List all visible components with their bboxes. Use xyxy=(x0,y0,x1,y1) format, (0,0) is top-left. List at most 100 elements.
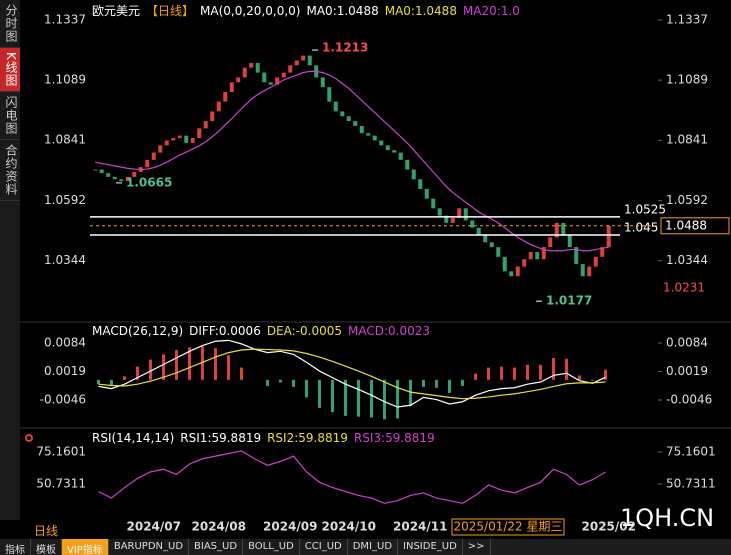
candle xyxy=(574,247,579,265)
sidebar-tab[interactable]: 闪电图 xyxy=(0,92,23,140)
candle xyxy=(99,169,104,174)
candle xyxy=(210,111,215,122)
candle xyxy=(132,171,137,177)
candle xyxy=(561,222,566,236)
candle xyxy=(346,116,351,122)
extreme-label: 1.1213 xyxy=(322,41,368,55)
candle xyxy=(463,208,468,221)
candle xyxy=(197,128,202,139)
candle xyxy=(411,169,416,180)
sidebar-tab[interactable]: 合约资料 xyxy=(0,140,23,201)
candle xyxy=(437,208,442,216)
y-tick-label: 0.0084 xyxy=(666,335,708,349)
candle xyxy=(359,125,364,134)
candle xyxy=(151,152,156,160)
readout: MA0:1.0488 xyxy=(306,4,379,18)
indicator-tab[interactable]: BOLL_UD xyxy=(243,539,300,555)
x-tick-label: 2024/07 xyxy=(127,520,181,534)
indicator-tab[interactable]: VIP指标 xyxy=(62,539,109,555)
extreme-label: 1.0177 xyxy=(546,294,592,308)
y-tick-label: 1.1337 xyxy=(44,13,86,27)
candle xyxy=(554,222,559,238)
indicator-tab[interactable]: DMI_UD xyxy=(348,539,399,555)
y-tick-label: 0.0084 xyxy=(44,335,86,349)
settings-icon[interactable] xyxy=(25,434,33,442)
period-label: 日线 xyxy=(34,524,59,538)
candle xyxy=(366,133,371,136)
candle xyxy=(255,62,260,73)
rsi-header: RSI(14,14,14) RSI1:59.8819 RSI2:59.8819 RSI… xyxy=(92,431,441,445)
candle xyxy=(184,135,189,143)
y-tick-label: 0.0019 xyxy=(44,364,86,378)
readout: MACD:0.0023 xyxy=(348,324,431,338)
candle xyxy=(301,55,306,61)
x-tick-label: 2024/09 xyxy=(263,520,317,534)
candle xyxy=(379,140,384,146)
sidebar: 分时图 K线图 闪电图 合约资料 xyxy=(0,0,23,520)
y-tick-label: 1.0592 xyxy=(666,193,708,207)
candle xyxy=(535,251,540,260)
x-tick-label: 2025/02 xyxy=(582,520,636,534)
candle xyxy=(392,150,397,153)
y-tick-label: 1.1337 xyxy=(666,13,708,27)
readout: RSI3:59.8819 xyxy=(353,431,435,445)
candle xyxy=(158,145,163,153)
candle xyxy=(372,135,377,141)
indicator-title: 欧元美元 xyxy=(92,4,141,18)
y-tick-label: 1.1089 xyxy=(44,73,86,87)
candle xyxy=(106,173,111,177)
candle xyxy=(119,179,124,182)
candle xyxy=(281,72,286,78)
indicator-title: RSI(14,14,14) xyxy=(92,431,175,445)
readout: MA(0,0,20,0,0,0) xyxy=(200,4,301,18)
candle xyxy=(93,169,98,171)
series-line xyxy=(95,70,609,252)
y-tick-label: 75.1601 xyxy=(666,444,716,458)
candle xyxy=(229,82,234,92)
indicator-tab[interactable]: CCI_UD xyxy=(300,539,348,555)
y-tick-label: 1.0344 xyxy=(666,253,708,267)
candle xyxy=(444,215,449,223)
extreme-label: 1.0665 xyxy=(126,175,172,189)
last-price-label: 1.0488 xyxy=(665,218,707,232)
candle xyxy=(431,198,436,209)
candle xyxy=(385,145,390,151)
readout: MA20:1.0 xyxy=(462,4,520,18)
candle xyxy=(541,247,546,260)
sidebar-tab[interactable]: 分时图 xyxy=(0,0,23,48)
indicator-tab[interactable]: BARUPDN_UD xyxy=(109,539,190,555)
indicator-tab[interactable]: 模板 xyxy=(31,539,62,555)
indicator-tab[interactable]: INSIDE_UD xyxy=(398,539,463,555)
readout: DEA:-0.0005 xyxy=(266,324,343,338)
candle xyxy=(275,77,280,85)
candle xyxy=(262,72,267,83)
indicator-tab[interactable]: 指标 xyxy=(0,539,31,555)
sidebar-tab[interactable]: K线图 xyxy=(0,48,23,92)
series-line xyxy=(98,450,606,504)
candle xyxy=(307,55,312,66)
candle xyxy=(483,235,488,243)
candle xyxy=(340,111,345,117)
candle xyxy=(190,138,195,143)
indicator-tab[interactable]: BIAS_UD xyxy=(189,539,244,555)
x-tick-label: 2024/10 xyxy=(322,520,376,534)
y-tick-label: 1.0841 xyxy=(666,133,708,147)
period-tag: 【日线】 xyxy=(146,4,195,18)
y-tick-label: 1.0344 xyxy=(44,253,86,267)
indicator-tab[interactable]: >> xyxy=(463,539,491,555)
cursor-value: 1.0231 xyxy=(663,281,705,295)
candle xyxy=(606,225,611,248)
line-label: 1.045 xyxy=(624,221,658,235)
y-tick-label: 1.0592 xyxy=(44,193,86,207)
y-tick-label: 50.7311 xyxy=(36,476,86,490)
candle xyxy=(164,140,169,146)
candle xyxy=(567,235,572,248)
y-tick-label: -0.0046 xyxy=(666,393,712,407)
macd-header: MACD(26,12,9) DIFF:0.0006 DEA:-0.0005 MACD:… xyxy=(92,324,436,338)
y-tick-label: 1.0841 xyxy=(44,133,86,147)
line-label: 1.0525 xyxy=(624,202,666,216)
candle xyxy=(112,176,117,180)
candle xyxy=(288,65,293,73)
candle xyxy=(242,67,247,78)
